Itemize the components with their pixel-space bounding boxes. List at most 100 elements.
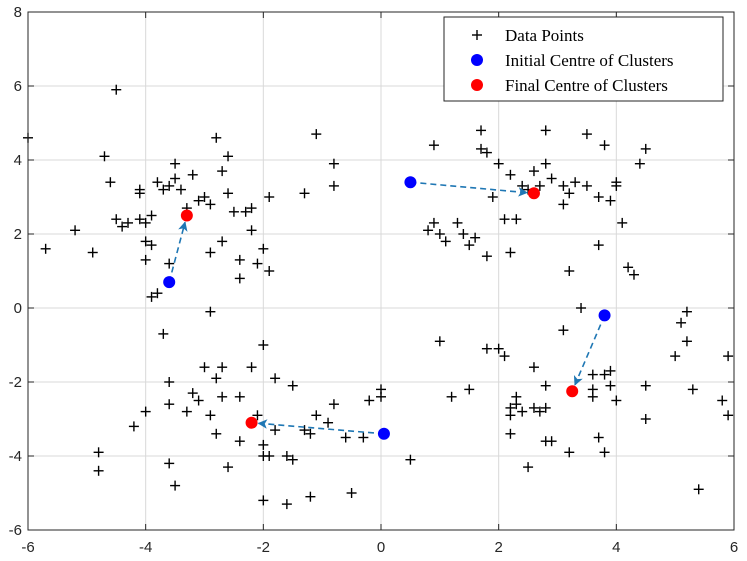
- centre-shift-arrow: [573, 315, 606, 386]
- data-point: [187, 388, 198, 399]
- data-point: [281, 499, 292, 510]
- data-point: [264, 266, 275, 276]
- arrows-layer: [168, 181, 606, 435]
- data-point: [464, 240, 475, 251]
- data-point: [93, 447, 104, 458]
- legend-marker-initial-centre: [471, 54, 483, 66]
- data-point: [599, 369, 610, 380]
- data-point: [305, 491, 316, 502]
- data-point: [681, 336, 692, 347]
- initial-centre-marker: [404, 176, 417, 189]
- data-point: [481, 251, 492, 262]
- data-point: [264, 192, 275, 202]
- y-tick-label: 8: [14, 4, 22, 21]
- data-point: [252, 258, 263, 269]
- data-point: [270, 425, 281, 436]
- data-point: [281, 451, 292, 461]
- data-point: [246, 225, 257, 236]
- data-point: [258, 495, 269, 506]
- data-point: [540, 158, 551, 169]
- data-point: [164, 377, 175, 387]
- data-point: [587, 391, 598, 402]
- data-points-layer: [23, 84, 734, 510]
- data-point: [328, 399, 339, 410]
- data-point: [505, 169, 516, 180]
- data-point: [617, 217, 628, 228]
- data-point: [152, 288, 163, 299]
- data-point: [517, 406, 528, 417]
- data-point: [464, 384, 475, 395]
- data-point: [258, 439, 269, 450]
- data-point: [117, 221, 128, 232]
- data-point: [358, 432, 369, 443]
- data-point: [511, 214, 522, 225]
- data-point: [140, 217, 151, 228]
- data-point: [470, 232, 481, 243]
- data-point: [134, 184, 145, 195]
- data-point: [299, 425, 310, 436]
- y-tick-label: -2: [9, 374, 22, 391]
- data-point: [481, 343, 492, 354]
- data-point: [105, 177, 116, 188]
- data-point: [340, 432, 351, 443]
- data-point: [487, 192, 498, 202]
- data-point: [270, 373, 281, 384]
- data-point: [164, 258, 175, 269]
- data-point: [170, 173, 181, 184]
- data-point: [687, 384, 698, 395]
- data-point: [540, 380, 551, 391]
- data-point: [534, 406, 545, 417]
- data-point: [676, 317, 687, 328]
- data-point: [717, 395, 728, 406]
- data-point: [346, 488, 357, 498]
- data-point: [605, 365, 616, 376]
- x-tick-label: -4: [139, 539, 152, 556]
- data-point: [634, 158, 645, 169]
- legend-box: [443, 16, 724, 102]
- data-point: [364, 395, 375, 406]
- data-point: [234, 391, 245, 402]
- legend-label-data-points: Data Points: [505, 26, 584, 45]
- data-point: [493, 343, 504, 354]
- data-point: [87, 247, 98, 258]
- data-point: [164, 458, 175, 469]
- data-point: [181, 406, 192, 417]
- centre-shift-arrow: [410, 181, 528, 197]
- initial-centre-marker: [377, 427, 390, 440]
- data-point: [540, 402, 551, 413]
- data-point: [217, 362, 228, 373]
- data-point: [576, 303, 587, 313]
- data-point: [570, 177, 581, 188]
- data-point: [193, 195, 204, 206]
- data-point: [405, 454, 416, 465]
- data-point: [481, 147, 492, 158]
- data-point: [558, 199, 569, 210]
- data-point: [287, 454, 298, 465]
- legend-label-final-centre: Final Centre of Clusters: [505, 76, 668, 95]
- data-point: [640, 143, 651, 154]
- data-point: [587, 369, 598, 380]
- data-point: [593, 192, 604, 202]
- data-point: [93, 465, 104, 476]
- data-point: [564, 447, 575, 458]
- data-point: [205, 410, 216, 421]
- data-point: [505, 428, 516, 439]
- data-point: [140, 406, 151, 417]
- data-point: [328, 180, 339, 191]
- data-point: [428, 140, 439, 151]
- data-point: [305, 428, 316, 439]
- final-centre-marker: [566, 385, 579, 398]
- data-point: [593, 432, 604, 443]
- data-point: [234, 436, 245, 447]
- legend-label-initial-centre: Initial Centre of Clusters: [505, 51, 674, 70]
- data-point: [164, 399, 175, 410]
- data-point: [605, 195, 616, 206]
- data-point: [528, 166, 539, 177]
- data-point: [605, 380, 616, 391]
- data-point: [528, 402, 539, 413]
- data-point: [211, 428, 222, 439]
- data-point: [723, 410, 734, 421]
- data-point: [258, 451, 269, 461]
- data-point: [623, 262, 634, 273]
- data-point: [611, 395, 622, 406]
